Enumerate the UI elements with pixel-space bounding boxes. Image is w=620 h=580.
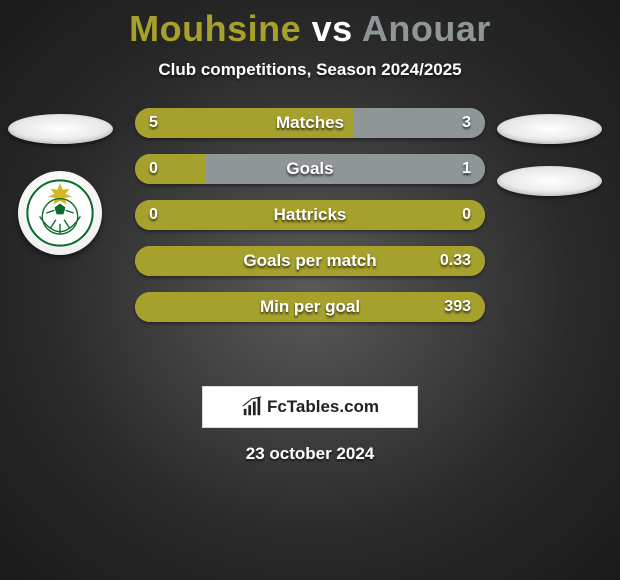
stat-row: Min per goal393 <box>135 292 485 322</box>
chart-icon <box>241 396 263 418</box>
stat-row: Goals per match0.33 <box>135 246 485 276</box>
stat-label: Matches <box>135 108 485 138</box>
stat-rows: Matches53Goals01Hattricks00Goals per mat… <box>135 108 485 322</box>
decor-ellipse-right-mid <box>497 166 602 196</box>
stat-value-right: 0.33 <box>440 246 471 276</box>
stat-value-right: 0 <box>462 200 471 230</box>
stat-value-left: 5 <box>149 108 158 138</box>
card: Mouhsine vs Anouar Club competitions, Se… <box>0 0 620 580</box>
decor-ellipse-right-top <box>497 114 602 144</box>
stat-value-left: 0 <box>149 200 158 230</box>
brand-box: FcTables.com <box>202 386 418 428</box>
page-title: Mouhsine vs Anouar <box>0 0 620 50</box>
stat-label: Goals per match <box>135 246 485 276</box>
stat-label: Min per goal <box>135 292 485 322</box>
player2-name: Anouar <box>362 8 491 49</box>
stat-row: Hattricks0 0 <box>135 200 485 230</box>
stat-row: Goals0 1 <box>135 154 485 184</box>
stat-value-right: 3 <box>462 108 471 138</box>
stat-value-right: 393 <box>444 292 471 322</box>
stat-value-right: 1 <box>462 154 471 184</box>
club-crest <box>18 171 102 255</box>
stat-label: Goals <box>135 154 485 184</box>
comparison-area: Matches53Goals01Hattricks00Goals per mat… <box>0 108 620 358</box>
stat-row: Matches5 3 <box>135 108 485 138</box>
brand-text: FcTables.com <box>267 397 379 417</box>
date-text: 23 october 2024 <box>0 444 620 464</box>
crest-icon <box>26 179 94 247</box>
stat-value-left: 0 <box>149 154 158 184</box>
player1-name: Mouhsine <box>129 8 301 49</box>
vs-text: vs <box>312 8 353 49</box>
stat-label: Hattricks <box>135 200 485 230</box>
decor-ellipse-left-top <box>8 114 113 144</box>
subtitle: Club competitions, Season 2024/2025 <box>0 60 620 80</box>
